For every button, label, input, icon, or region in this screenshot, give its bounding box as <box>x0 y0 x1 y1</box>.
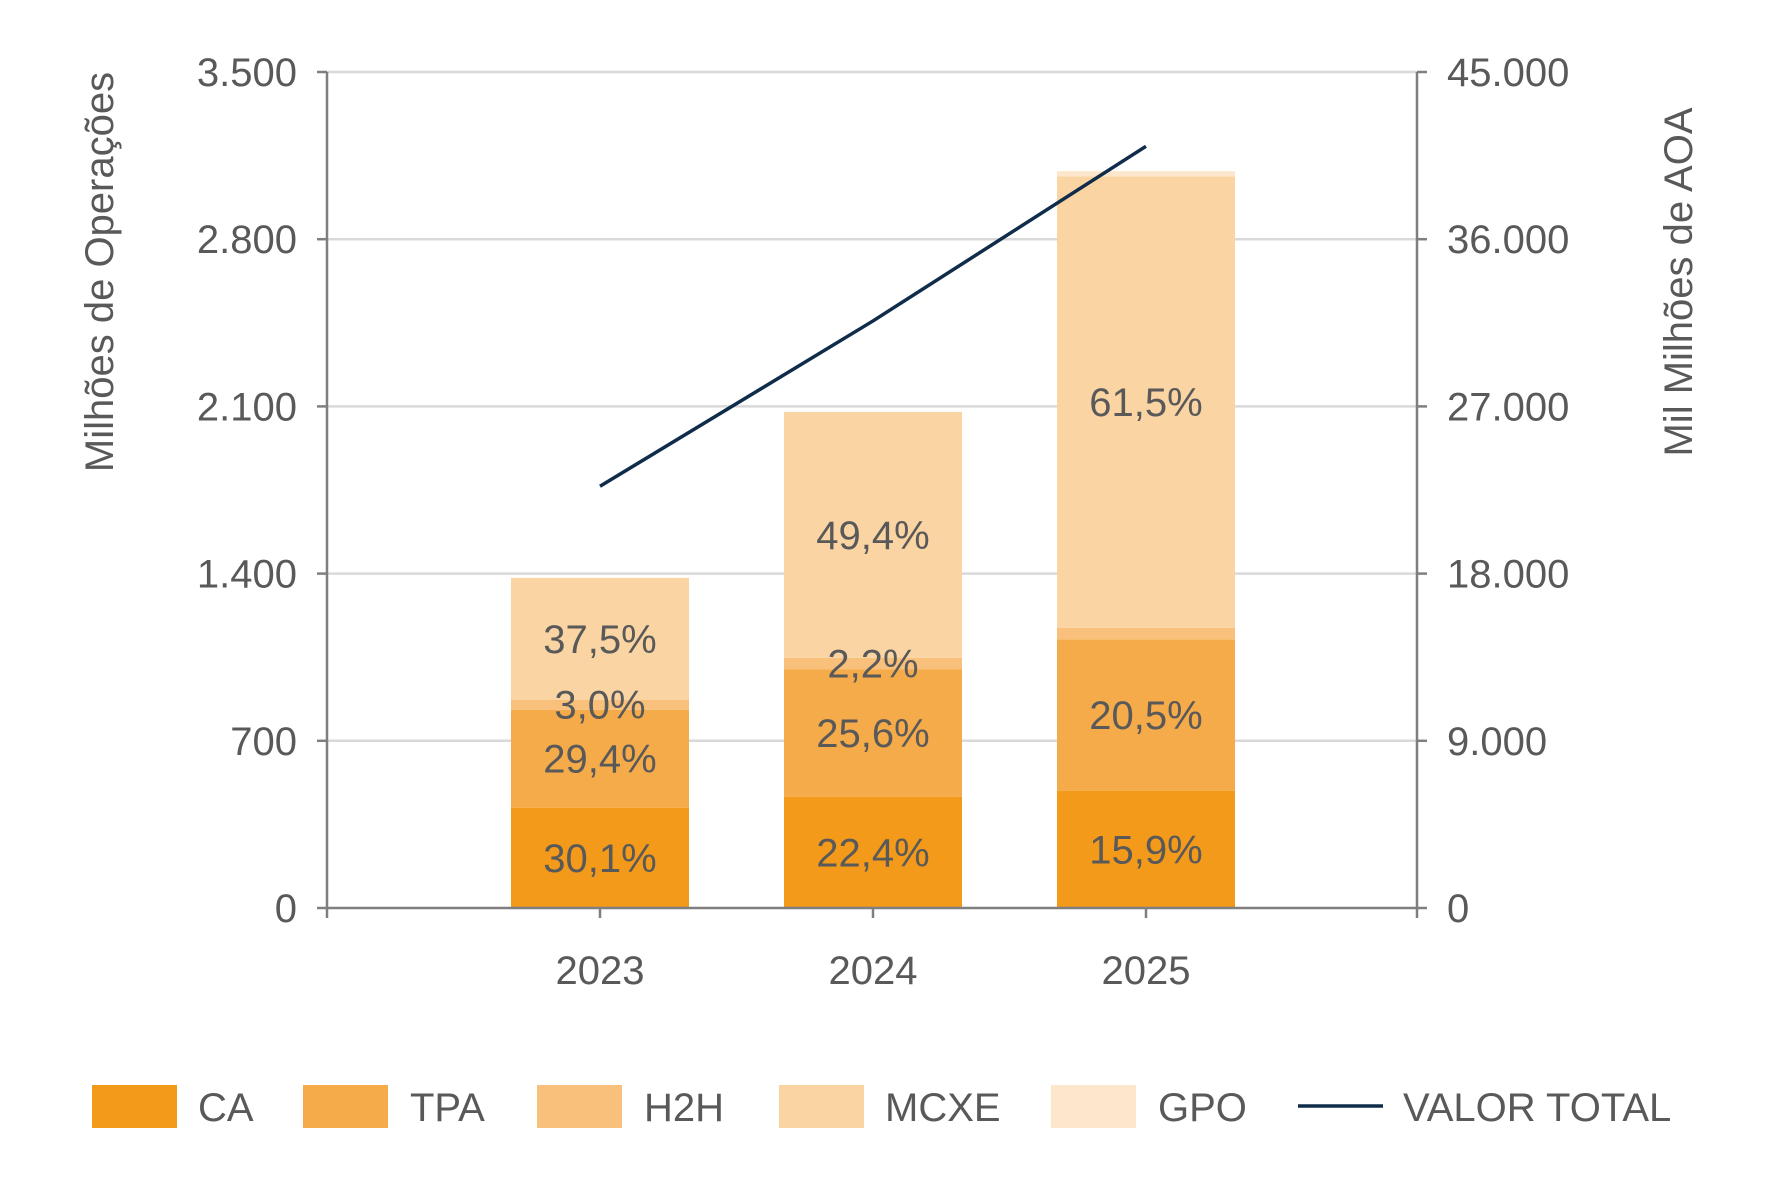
legend-label-ca: CA <box>198 1086 254 1130</box>
left-tick-label-2: 1.400 <box>197 553 297 597</box>
left-tick-label-5: 3.500 <box>197 51 297 95</box>
category-label-2025: 2025 <box>1102 949 1191 993</box>
valor-total-line <box>599 144 1147 488</box>
data-label-tpa-2023: 29,4% <box>543 738 656 782</box>
legend-swatch-gpo <box>1051 1085 1136 1128</box>
legend-label-tpa: TPA <box>410 1086 485 1130</box>
axes <box>317 70 1427 918</box>
right-tick-label-3: 27.000 <box>1447 385 1569 429</box>
right-tick-label-4: 36.000 <box>1447 218 1569 262</box>
left-tick-label-1: 700 <box>230 720 297 764</box>
right-tick-label-0: 0 <box>1447 887 1469 931</box>
legend-label-h2h: H2H <box>644 1086 724 1130</box>
bar-tpa-2024 <box>784 669 962 797</box>
bar-ca-2023 <box>511 807 689 908</box>
bar-h2h-2024 <box>784 657 962 670</box>
left-tick-label-4: 2.800 <box>197 218 297 262</box>
left-axis-title: Milhões de Operações <box>78 72 122 472</box>
legend-label-valor-total: VALOR TOTAL <box>1403 1086 1671 1130</box>
right-tick-label-2: 18.000 <box>1447 553 1569 597</box>
legend-label-gpo: GPO <box>1158 1086 1247 1130</box>
data-label-tpa-2024: 25,6% <box>816 712 929 756</box>
data-label-mcxe-2025: 61,5% <box>1089 381 1202 425</box>
category-labels: 2023 2024 2025 <box>556 949 1191 993</box>
data-label-mcxe-2023: 37,5% <box>543 618 656 662</box>
right-axis-title: Mil Milhões de AOA <box>1657 107 1701 456</box>
data-label-h2h-2024: 2,2% <box>827 643 918 687</box>
bar-mcxe-2025 <box>1057 176 1235 628</box>
bar-ca-2025 <box>1057 790 1235 908</box>
bar-h2h-2023 <box>511 699 689 710</box>
data-label-tpa-2025: 20,5% <box>1089 694 1202 738</box>
bar-gpo-2025 <box>1057 171 1235 177</box>
right-tick-labels: 0 9.000 18.000 27.000 36.000 45.000 <box>1447 51 1569 931</box>
data-label-h2h-2023: 3,0% <box>554 684 645 728</box>
bar-mcxe-2024 <box>784 411 962 658</box>
left-tick-labels: 0 700 1.400 2.100 2.800 3.500 <box>197 51 297 931</box>
left-tick-label-3: 2.100 <box>197 385 297 429</box>
legend-swatch-ca <box>92 1085 177 1128</box>
legend-swatch-h2h <box>537 1085 622 1128</box>
left-tick-label-0: 0 <box>275 887 297 931</box>
bar-labels: 30,1% 29,4% 3,0% 37,5% 22,4% 25,6% 2,2% 49,4% 15… <box>543 381 1202 881</box>
category-label-2024: 2024 <box>829 949 918 993</box>
data-label-ca-2025: 15,9% <box>1089 828 1202 872</box>
legend-swatch-mcxe <box>779 1085 864 1128</box>
legend-label-mcxe: MCXE <box>885 1086 1001 1130</box>
right-tick-label-1: 9.000 <box>1447 720 1547 764</box>
data-label-mcxe-2024: 49,4% <box>816 514 929 558</box>
bar-h2h-2025 <box>1057 627 1235 640</box>
bar-ca-2024 <box>784 796 962 908</box>
right-tick-label-5: 45.000 <box>1447 51 1569 95</box>
gridlines <box>327 70 1417 743</box>
data-label-ca-2023: 30,1% <box>543 837 656 881</box>
legend: CA TPA H2H MCXE GPO VALOR TOTAL <box>92 1085 1671 1130</box>
legend-swatch-tpa <box>303 1085 388 1128</box>
valor-total-line-group <box>599 144 1147 488</box>
bar-tpa-2023 <box>511 709 689 808</box>
bar-mcxe-2023 <box>511 577 689 700</box>
data-label-ca-2024: 22,4% <box>816 831 929 875</box>
bars <box>511 171 1235 908</box>
category-label-2023: 2023 <box>556 949 645 993</box>
bar-tpa-2025 <box>1057 639 1235 791</box>
